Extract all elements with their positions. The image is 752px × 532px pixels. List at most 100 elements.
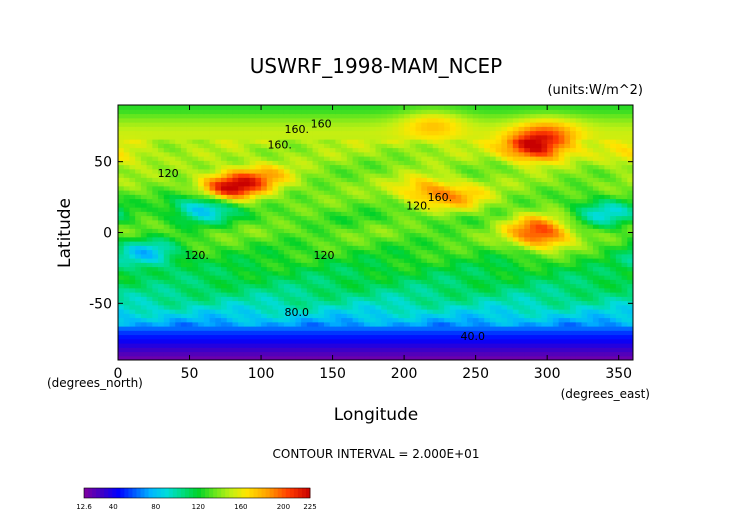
heat-cell xyxy=(507,258,514,263)
heat-cell xyxy=(427,190,434,195)
heat-cell xyxy=(489,219,497,225)
heat-cell xyxy=(135,219,142,225)
heat-cell xyxy=(249,224,256,229)
heat-cell xyxy=(261,211,268,217)
heat-cell xyxy=(478,185,485,191)
heat-cell xyxy=(386,130,394,136)
heat-cell xyxy=(627,351,633,357)
heat-cell xyxy=(369,338,377,344)
heat-cell xyxy=(158,134,165,140)
heat-cell xyxy=(375,139,382,144)
heat-cell xyxy=(301,241,308,246)
heat-cell xyxy=(444,207,451,212)
heat-cell xyxy=(501,330,508,336)
heat-cell xyxy=(472,275,480,280)
heat-cell xyxy=(358,270,365,276)
heat-cell xyxy=(312,134,319,140)
heat-cell xyxy=(604,279,611,285)
heat-cell xyxy=(484,309,491,314)
heat-cell xyxy=(427,236,434,242)
heat-cell xyxy=(621,168,628,174)
heat-cell xyxy=(432,224,440,229)
heat-cell xyxy=(226,313,234,319)
heat-cell xyxy=(386,232,394,238)
heat-cell xyxy=(392,139,399,144)
heat-cell xyxy=(146,351,153,357)
heat-cell xyxy=(501,343,508,348)
heat-cell xyxy=(198,338,205,344)
heat-cell xyxy=(621,236,628,242)
heat-cell xyxy=(484,300,491,306)
heat-cell xyxy=(610,351,617,357)
heat-cell xyxy=(621,321,628,327)
heat-cell xyxy=(186,156,193,161)
heat-cell xyxy=(186,228,193,234)
heat-cell xyxy=(221,347,228,353)
heat-cell xyxy=(146,266,153,272)
heat-cell xyxy=(535,232,543,238)
heat-cell xyxy=(467,351,474,357)
heat-cell xyxy=(512,300,520,306)
heat-cell xyxy=(415,185,422,191)
heat-cell xyxy=(467,249,474,255)
heat-cell xyxy=(346,309,354,314)
heat-cell xyxy=(467,304,474,310)
heat-cell xyxy=(409,224,417,229)
heat-cell xyxy=(598,343,605,348)
heat-cell xyxy=(118,351,125,357)
heat-cell xyxy=(169,185,176,191)
heat-cell xyxy=(427,270,434,276)
heat-cell xyxy=(226,266,234,272)
heat-cell xyxy=(427,241,434,246)
heat-cell xyxy=(615,198,623,204)
heat-cell xyxy=(129,313,136,319)
heat-cell xyxy=(501,249,508,255)
heat-cell xyxy=(272,139,279,144)
heat-cell xyxy=(530,241,537,246)
heat-cell xyxy=(346,168,354,174)
heat-cell xyxy=(272,177,279,183)
heat-cell xyxy=(587,164,594,170)
heat-cell xyxy=(615,147,623,153)
heat-cell xyxy=(501,198,508,204)
heat-cell xyxy=(163,262,171,268)
heat-cell xyxy=(289,228,296,234)
heat-cell xyxy=(375,262,382,268)
heat-cell xyxy=(478,309,485,314)
heat-cell xyxy=(369,317,377,323)
heat-cell xyxy=(427,177,434,183)
heat-cell xyxy=(621,173,628,178)
heat-cell xyxy=(255,309,262,314)
heat-cell xyxy=(261,279,268,285)
heat-cell xyxy=(255,207,262,212)
heat-cell xyxy=(455,236,462,242)
heat-cell xyxy=(558,270,565,276)
heat-cell xyxy=(598,338,605,344)
heat-cell xyxy=(301,347,308,353)
heat-cell xyxy=(318,181,325,187)
heat-cell xyxy=(283,147,291,153)
heat-cell xyxy=(152,126,159,132)
heat-cell xyxy=(301,139,308,144)
heat-cell xyxy=(329,321,337,327)
heat-cell xyxy=(438,266,445,272)
heat-cell xyxy=(209,245,216,251)
heat-cell xyxy=(512,283,520,289)
heat-cell xyxy=(392,296,399,302)
heat-cell xyxy=(592,185,600,191)
heat-cell xyxy=(272,279,279,285)
heat-cell xyxy=(467,309,474,314)
heat-cell xyxy=(295,321,302,327)
heat-cell xyxy=(272,241,279,246)
heat-cell xyxy=(627,326,633,331)
heat-cell xyxy=(266,313,274,319)
heat-cell xyxy=(615,219,623,225)
heat-cell xyxy=(261,219,268,225)
heat-cell xyxy=(598,139,605,144)
heat-cell xyxy=(535,228,543,234)
heat-cell xyxy=(215,321,222,327)
heat-cell xyxy=(587,202,594,208)
heat-cell xyxy=(238,321,245,327)
heat-cell xyxy=(175,300,182,306)
heat-cell xyxy=(169,190,176,195)
